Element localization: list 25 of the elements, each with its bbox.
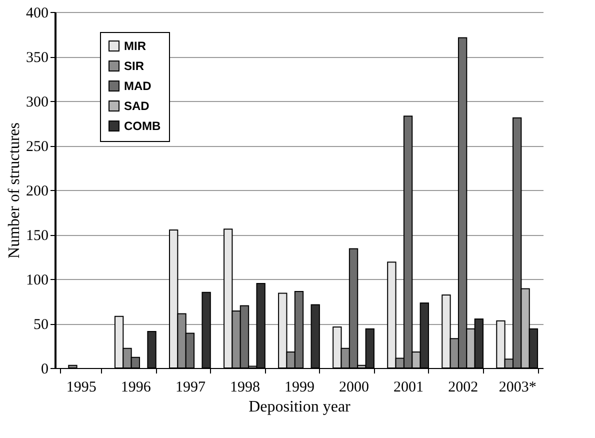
- x-tick-label: 1998: [230, 380, 260, 396]
- y-tick-label: 250: [26, 139, 48, 155]
- y-axis-title: Number of structures: [6, 122, 23, 258]
- legend-label: MAD: [124, 79, 152, 93]
- legend-label: SIR: [124, 59, 144, 73]
- x-tick-label: 2003*: [498, 380, 536, 396]
- x-axis-title: Deposition year: [248, 398, 352, 416]
- y-tick-label: 350: [26, 50, 48, 66]
- x-tick-label: 1996: [120, 380, 152, 396]
- y-tick-label: 400: [26, 6, 48, 22]
- y-tick-label: 300: [26, 94, 48, 110]
- x-tick-label: 2001: [394, 380, 424, 396]
- legend-label: SAD: [124, 99, 150, 113]
- y-tick-label: 100: [26, 272, 48, 288]
- x-tick-label: 1995: [66, 380, 96, 396]
- y-tick-label: 50: [34, 317, 48, 333]
- x-tick-label: 2000: [339, 380, 370, 396]
- legend-label: MIR: [124, 39, 146, 53]
- legend-label: COMB: [124, 119, 161, 133]
- y-tick-label: 200: [26, 184, 48, 200]
- x-tick-label: 2002: [448, 380, 478, 396]
- y-tick-label: 150: [26, 228, 48, 244]
- x-tick-label: 1999: [284, 380, 314, 396]
- y-tick-label: 0: [41, 362, 48, 378]
- x-tick-label: 1997: [175, 380, 206, 396]
